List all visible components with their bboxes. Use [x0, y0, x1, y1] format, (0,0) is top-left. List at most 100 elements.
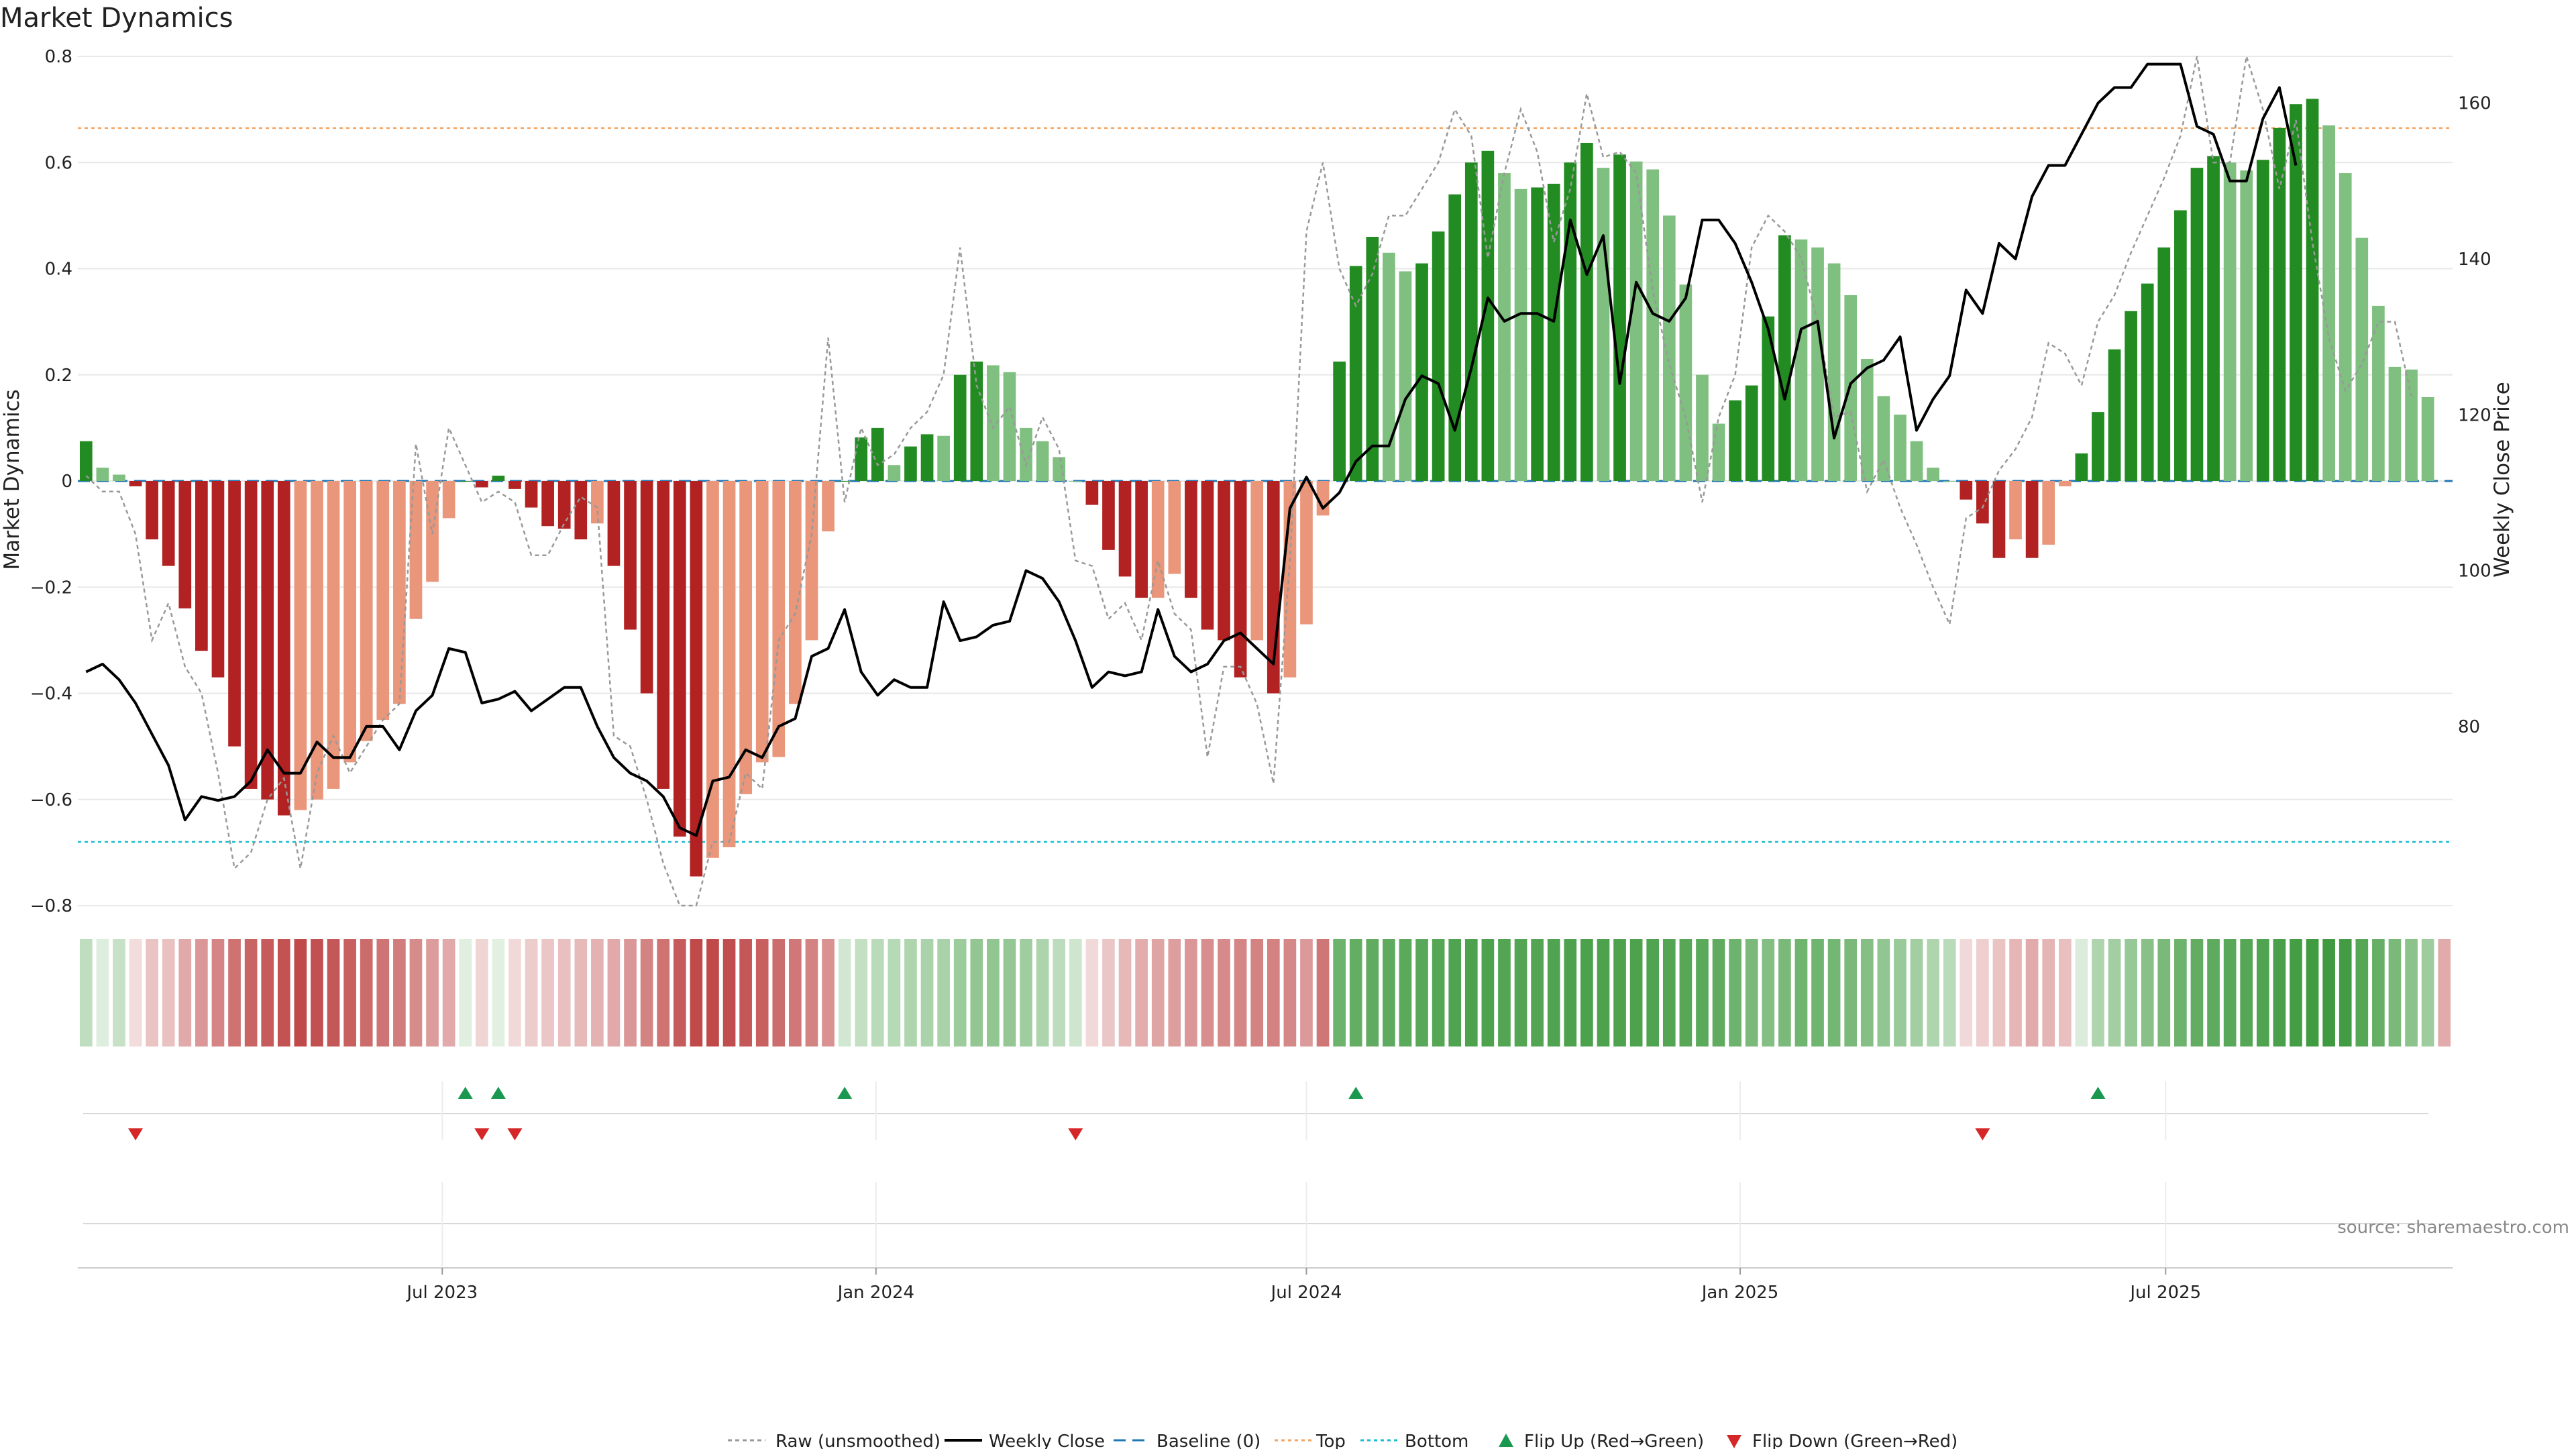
legend: Raw (unsmoothed) Weekly Close Baseline (0)… [728, 1432, 1957, 1449]
market-dynamics-bar [2174, 210, 2187, 481]
market-dynamics-bar [1976, 481, 1989, 524]
regime-strip-cell [178, 939, 192, 1046]
market-dynamics-bar [2058, 481, 2072, 486]
regime-strip-cell [755, 939, 769, 1046]
regime-strip-cell [2339, 939, 2352, 1046]
market-dynamics-bar [1514, 189, 1527, 481]
y2-tick-label: 140 [2458, 250, 2491, 270]
regime-strip-cell [1218, 939, 1230, 1046]
y-tick-label: −0.4 [30, 684, 72, 704]
market-dynamics-bar [195, 481, 208, 651]
regime-strip-cell [2025, 939, 2039, 1046]
regime-strip-cell [1349, 939, 1362, 1046]
regime-strip-cell [2058, 939, 2072, 1046]
x-axis: Jul 2023 Jan 2024 Jul 2024 Jan 2025 Jul 2025 [78, 1267, 2453, 1303]
regime-strip-cell [475, 939, 488, 1046]
market-dynamics-bar [1151, 481, 1165, 598]
market-dynamics-bar [1201, 481, 1214, 630]
market-dynamics-bar [1778, 235, 1791, 481]
market-dynamics-bar [459, 481, 472, 482]
regime-strip-cell [1844, 939, 1858, 1046]
market-dynamics-bar [1366, 237, 1379, 481]
market-dynamics-bar [211, 481, 225, 678]
regime-strip-cell [987, 939, 1000, 1046]
market-dynamics-bar [1218, 481, 1230, 641]
y-tick-label: −0.2 [30, 578, 72, 598]
market-dynamics-bar [79, 441, 93, 481]
regime-strip-cell [855, 939, 868, 1046]
regime-strip-cell [376, 939, 390, 1046]
market-dynamics-bar [574, 481, 588, 540]
flip-down-marker [1975, 1128, 1990, 1140]
regime-strip-cell [277, 939, 290, 1046]
regime-strip-cell [722, 939, 736, 1046]
market-dynamics-bar [2421, 396, 2434, 481]
regime-strip-cell [2125, 939, 2137, 1046]
market-dynamics-bar [96, 468, 109, 481]
y2-tick-label: 160 [2458, 94, 2491, 114]
flip-markers [83, 1081, 2428, 1268]
market-dynamics-bar [789, 481, 802, 704]
regime-strip-cell [591, 939, 604, 1046]
regime-strip-cell [805, 939, 818, 1046]
market-dynamics-bar [277, 481, 290, 816]
regime-strip-cell [2405, 939, 2418, 1046]
regime-strip-cell [1102, 939, 1115, 1046]
market-dynamics-bar [2075, 453, 2088, 481]
regime-strip-cell [96, 939, 109, 1046]
regime-strip-cell [1613, 939, 1626, 1046]
regime-strip-cell [1597, 939, 1610, 1046]
regime-strip-cell [871, 939, 884, 1046]
x-tick-label: Jul 2024 [1270, 1283, 1342, 1303]
market-dynamics-bar [1564, 162, 1577, 481]
regime-strip-cell [624, 939, 637, 1046]
regime-strip-cell [211, 939, 225, 1046]
regime-strip-cell [1960, 939, 1973, 1046]
regime-strip-cell [1300, 939, 1313, 1046]
market-dynamics-bar [640, 481, 653, 694]
x-tick-label: Jul 2023 [405, 1283, 478, 1303]
regime-strip-cell [920, 939, 934, 1046]
regime-strip-cell [2290, 939, 2302, 1046]
market-dynamics-bar [1662, 215, 1676, 481]
regime-strip-cell [1662, 939, 1676, 1046]
market-dynamics-bar [1432, 231, 1445, 481]
market-dynamics-bar [706, 481, 719, 858]
market-dynamics-bar [1992, 481, 2006, 558]
market-dynamics-bar [1794, 239, 1808, 481]
market-dynamics-bar [888, 465, 901, 481]
market-dynamics-bar [591, 481, 604, 524]
y-tick-label: −0.6 [30, 790, 72, 810]
market-dynamics-bar [904, 446, 917, 481]
regime-strip-cell [2322, 939, 2335, 1046]
market-dynamics-bar [1383, 252, 1395, 481]
market-dynamics-bar [1234, 481, 1247, 678]
market-dynamics-bar [113, 474, 125, 481]
regime-strip-cell [1514, 939, 1527, 1046]
market-dynamics-bar [2372, 305, 2385, 481]
market-dynamics-bar [607, 481, 621, 566]
regime-strip-cell [426, 939, 439, 1046]
market-dynamics-bar [838, 481, 851, 482]
market-dynamics-bar [657, 481, 670, 789]
flip-up-marker [490, 1087, 506, 1099]
market-dynamics-bar [1629, 161, 1643, 482]
regime-strip-cell [1729, 939, 1741, 1046]
y-tick-label: 0.6 [45, 153, 72, 173]
regime-strip-cell [1118, 939, 1132, 1046]
regime-strip-cell [1053, 939, 1066, 1046]
regime-strip-cell [1778, 939, 1791, 1046]
reference-lines [78, 127, 2453, 843]
market-dynamics-bar [343, 481, 356, 763]
market-dynamics-bar [1943, 481, 1956, 482]
legend-label: Raw (unsmoothed) [775, 1432, 941, 1449]
regime-strip-cell [311, 939, 323, 1046]
regime-strip-cell [1877, 939, 1890, 1046]
y2-tick-label: 100 [2458, 561, 2491, 582]
regime-strip-cell [706, 939, 719, 1046]
market-dynamics-bar [2157, 247, 2171, 481]
market-dynamics-bar [1646, 169, 1660, 481]
market-dynamics-bar [1613, 154, 1626, 481]
market-dynamics-bar [871, 427, 884, 481]
